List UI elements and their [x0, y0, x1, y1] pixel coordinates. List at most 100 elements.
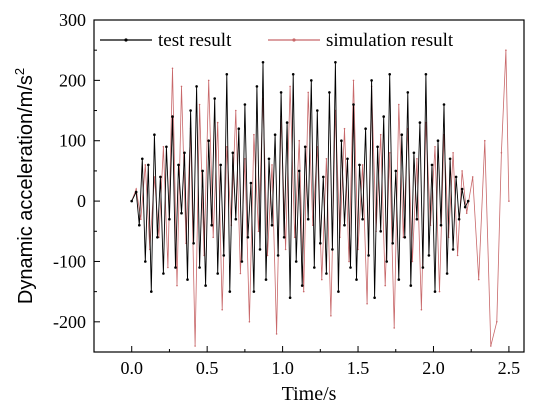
- data-point-simulation-result: [212, 236, 214, 239]
- data-point-simulation-result: [452, 152, 454, 154]
- data-point-test-result: [174, 266, 177, 269]
- y-tick-label: 200: [59, 70, 86, 90]
- data-point-simulation-result: [461, 170, 463, 172]
- data-point-test-result: [282, 236, 286, 239]
- data-point-simulation-result: [352, 79, 355, 82]
- data-point-test-result: [300, 284, 304, 287]
- data-point-test-result: [463, 205, 467, 209]
- legend-marker: [124, 38, 128, 42]
- data-point-test-result: [180, 211, 183, 215]
- x-tick-label: 2.0: [422, 358, 445, 378]
- data-point-test-result: [397, 278, 401, 281]
- data-point-simulation-result: [221, 308, 223, 311]
- data-point-simulation-result: [239, 272, 242, 275]
- data-point-test-result: [421, 266, 425, 269]
- data-point-test-result: [240, 260, 244, 263]
- data-point-test-result: [340, 139, 343, 142]
- data-point-test-result: [147, 163, 150, 167]
- data-point-test-result: [270, 223, 274, 227]
- data-point-test-result: [192, 242, 195, 245]
- data-point-test-result: [406, 91, 410, 94]
- data-point-test-result: [400, 133, 404, 136]
- data-point-test-result: [331, 248, 334, 251]
- y-tick-label: 300: [59, 10, 86, 30]
- data-point-simulation-result: [135, 188, 137, 190]
- data-point-test-result: [195, 85, 198, 88]
- data-point-test-result: [144, 260, 147, 263]
- data-point-test-result: [313, 266, 316, 269]
- x-tick-label: 0.0: [120, 358, 143, 378]
- data-point-test-result: [228, 290, 232, 293]
- data-point-simulation-result: [343, 127, 346, 130]
- data-point-test-result: [162, 272, 165, 275]
- data-point-simulation-result: [366, 302, 368, 305]
- data-point-test-result: [252, 290, 256, 293]
- data-point-test-result: [388, 73, 392, 76]
- data-point-simulation-result: [293, 236, 296, 239]
- x-tick-label: 0.5: [196, 358, 219, 378]
- data-point-test-result: [231, 151, 235, 155]
- data-point-simulation-result: [275, 333, 278, 335]
- data-point-test-result: [288, 296, 292, 300]
- data-point-test-result: [276, 254, 280, 257]
- data-point-test-result: [343, 223, 346, 227]
- legend-label: simulation result: [326, 30, 454, 51]
- data-point-simulation-result: [398, 103, 400, 106]
- data-point-test-result: [310, 79, 313, 82]
- data-point-simulation-result: [289, 85, 291, 88]
- data-point-simulation-result: [361, 164, 364, 166]
- data-point-test-result: [130, 199, 133, 203]
- data-point-test-result: [234, 217, 238, 221]
- series-line-test-result: [131, 62, 469, 298]
- data-point-test-result: [294, 260, 298, 263]
- data-point-test-result: [273, 133, 277, 136]
- data-point-test-result: [150, 290, 153, 293]
- data-point-simulation-result: [271, 164, 273, 166]
- data-point-simulation-result: [388, 152, 391, 154]
- data-point-test-result: [306, 217, 310, 221]
- data-point-simulation-result: [235, 109, 237, 112]
- data-point-simulation-result: [416, 158, 418, 160]
- data-point-simulation-result: [167, 266, 169, 269]
- data-point-simulation-result: [434, 146, 436, 148]
- data-point-test-result: [171, 115, 174, 118]
- data-point-test-result: [439, 223, 443, 227]
- x-tick-label: 1.0: [271, 358, 294, 378]
- data-point-test-result: [201, 169, 204, 173]
- data-point-test-result: [355, 278, 358, 281]
- data-point-test-result: [210, 223, 213, 227]
- data-point-simulation-result: [216, 121, 219, 124]
- data-point-test-result: [427, 254, 431, 257]
- x-tick-label: 1.5: [347, 358, 370, 378]
- data-point-test-result: [183, 151, 186, 155]
- data-point-simulation-result: [420, 308, 423, 311]
- data-point-simulation-result: [500, 152, 503, 154]
- y-tick-label: 100: [59, 131, 86, 151]
- data-point-test-result: [297, 169, 301, 173]
- data-point-simulation-result: [471, 176, 474, 178]
- data-point-test-result: [364, 127, 367, 130]
- y-tick-label: -100: [53, 251, 86, 271]
- data-point-simulation-result: [379, 133, 382, 136]
- y-tick-label: -200: [53, 312, 86, 332]
- data-point-test-result: [186, 278, 189, 281]
- data-point-simulation-result: [144, 164, 147, 166]
- data-point-simulation-result: [438, 290, 441, 293]
- plot-area: [130, 49, 510, 347]
- data-point-test-result: [189, 109, 192, 112]
- data-point-simulation-result: [508, 200, 510, 202]
- data-point-test-result: [394, 169, 398, 173]
- data-point-simulation-result: [321, 278, 323, 281]
- data-point-test-result: [370, 79, 373, 82]
- data-point-simulation-result: [266, 254, 269, 257]
- data-point-test-result: [159, 175, 162, 179]
- data-point-test-result: [258, 248, 262, 251]
- data-point-test-result: [430, 163, 434, 167]
- data-point-simulation-result: [477, 278, 480, 281]
- data-point-test-result: [409, 284, 413, 287]
- data-point-test-result: [168, 217, 171, 221]
- legend-test-result: test result: [100, 30, 232, 51]
- data-point-test-result: [198, 266, 201, 269]
